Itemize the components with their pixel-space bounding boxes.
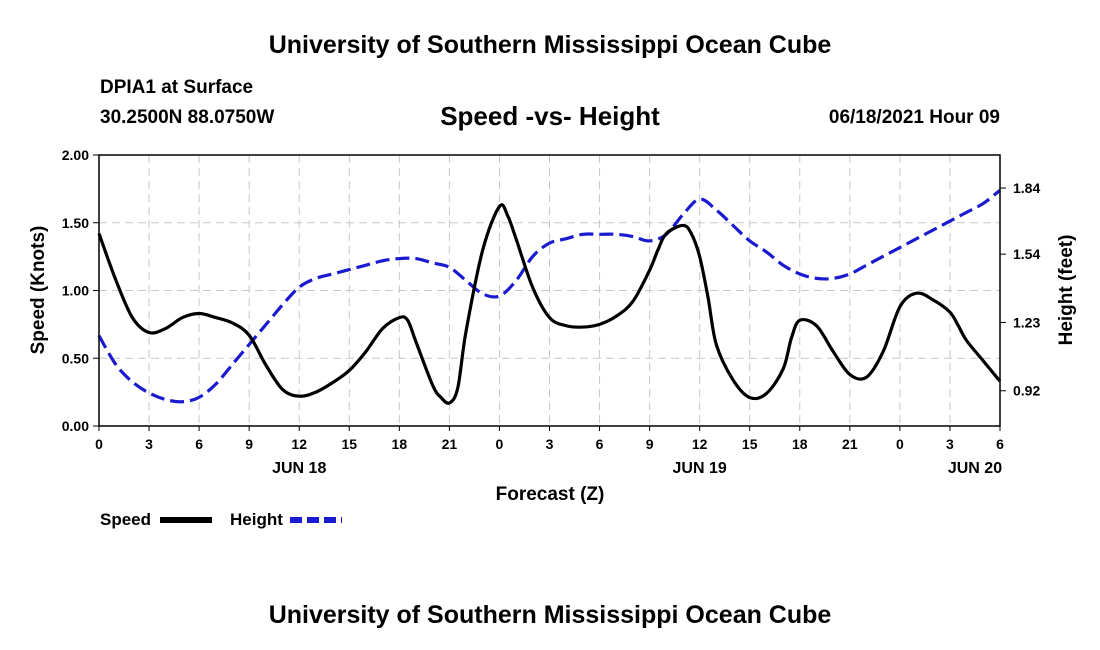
x-tick-label: 6	[996, 436, 1004, 452]
y2-tick-label: 1.84	[1013, 180, 1040, 196]
x-tick-label: 0	[896, 436, 904, 452]
y-tick-label: 1.50	[62, 215, 89, 231]
x-tick-label: 6	[596, 436, 604, 452]
station-label: DPIA1 at Surface	[100, 77, 254, 98]
date-label: JUN 18	[272, 460, 326, 477]
forecast-datetime: 06/18/2021 Hour 09	[828, 107, 1000, 128]
station-coordinates: 30.2500N 88.0750W	[100, 107, 275, 128]
x-tick-label: 3	[145, 436, 153, 452]
x-tick-label: 6	[195, 436, 203, 452]
y2-tick-label: 0.92	[1013, 383, 1040, 399]
x-tick-label: 21	[842, 436, 858, 452]
legend-speed-label: Speed	[100, 510, 151, 529]
x-tick-label: 9	[245, 436, 253, 452]
x-axis-label: Forecast (Z)	[496, 484, 605, 505]
page-title: University of Southern Mississippi Ocean…	[268, 31, 832, 59]
speed-height-chart: 0 3 6 9 12 15 18 21 0 3 6 9 12 15 18 21 0 3 6 JUN 18 JUN 19 J…	[28, 147, 1077, 529]
height-series-line	[97, 188, 1002, 404]
y-tick-label: 0.50	[62, 350, 89, 366]
legend: Speed Height	[100, 510, 342, 529]
footer-title: University of Southern Mississippi Ocean…	[268, 601, 832, 629]
y-tick-label: 2.00	[62, 147, 89, 163]
legend-height-label: Height	[230, 510, 283, 529]
x-tick-label: 12	[692, 436, 708, 452]
speed-series-line	[97, 203, 1002, 405]
x-tick-label: 0	[496, 436, 504, 452]
x-tick-label: 21	[442, 436, 458, 452]
x-tick-label: 15	[742, 436, 758, 452]
grid-lines	[99, 155, 1000, 426]
series-lines	[97, 188, 1002, 405]
y-tick-label: 1.00	[62, 283, 89, 299]
y2-axis-label: Height (feet)	[1056, 235, 1077, 346]
y-axis-label: Speed (Knots)	[28, 226, 49, 355]
x-tick-label: 18	[792, 436, 808, 452]
y-tick-label: 0.00	[62, 418, 89, 434]
x-tick-label: 15	[341, 436, 357, 452]
date-label: JUN 20	[948, 460, 1002, 477]
y2-tick-label: 1.54	[1013, 246, 1040, 262]
x-tick-label: 0	[95, 436, 103, 452]
x-tick-label: 9	[646, 436, 654, 452]
x-tick-label: 12	[291, 436, 307, 452]
axes: 0 3 6 9 12 15 18 21 0 3 6 9 12 15 18 21 0 3 6 JUN 18 JUN 19 J…	[62, 147, 1041, 477]
y2-tick-label: 1.23	[1013, 314, 1040, 330]
chart-title: Speed -vs- Height	[440, 101, 660, 131]
x-tick-label: 3	[546, 436, 554, 452]
date-label: JUN 19	[673, 460, 727, 477]
x-tick-label: 3	[946, 436, 954, 452]
x-tick-label: 18	[392, 436, 408, 452]
